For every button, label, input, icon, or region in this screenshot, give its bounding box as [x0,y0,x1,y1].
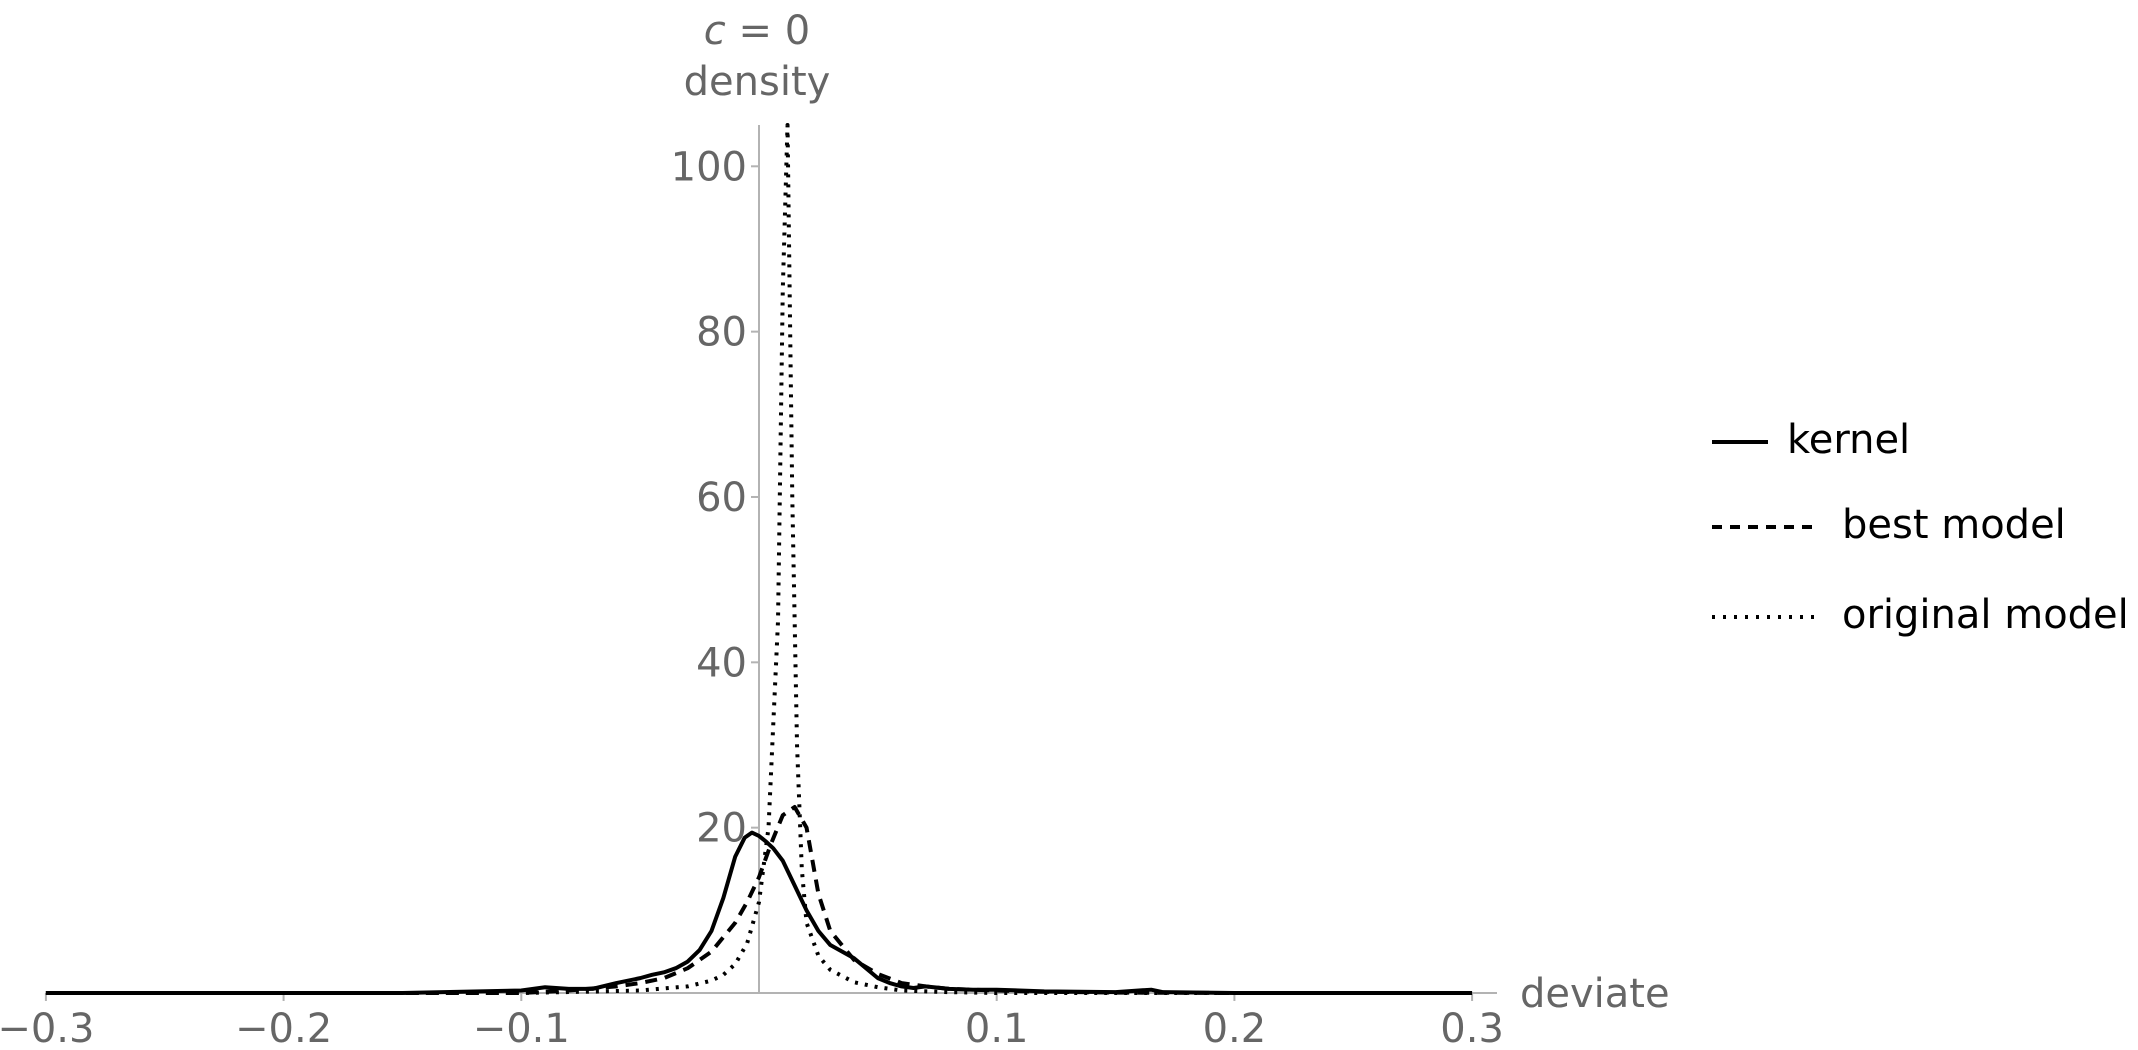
series-layer [45,122,1473,995]
x-tick-label: 0.3 [1440,1006,1504,1050]
y-tick-label: 60 [696,475,747,521]
x-axis-label: deviate [1520,971,1670,1017]
legend: kernel best model original model [1712,417,2129,638]
chart-title: c = 0 [704,8,810,54]
y-axis-label: density [684,59,831,105]
y-tick-label: 80 [696,310,747,356]
x-tick-label: 0.1 [965,1006,1029,1050]
x-tick-label: −0.3 [0,1006,94,1050]
y-tick-label: 40 [696,640,747,686]
legend-label-original-model: original model [1842,592,2129,638]
y-tick-label: 20 [696,806,747,852]
x-ticks: −0.3 −0.2 −0.1 0.1 0.2 0.3 [0,993,1504,1050]
x-tick-label: −0.1 [473,1006,570,1050]
legend-label-best-model: best model [1842,502,2066,548]
series-line-best-model [45,804,1473,995]
x-tick-label: −0.2 [235,1006,332,1050]
y-ticks: 20 40 60 80 100 [671,144,759,852]
legend-entry-kernel: kernel [1712,417,1910,463]
chart-title-var: c [704,8,726,54]
legend-label-kernel: kernel [1787,417,1910,463]
series-line-original-model [45,122,1473,995]
legend-entry-original-model: original model [1712,592,2129,638]
chart-title-rest: = 0 [726,8,810,54]
legend-entry-best-model: best model [1712,502,2066,548]
y-tick-label: 100 [671,144,747,190]
x-tick-label: 0.2 [1203,1006,1267,1050]
